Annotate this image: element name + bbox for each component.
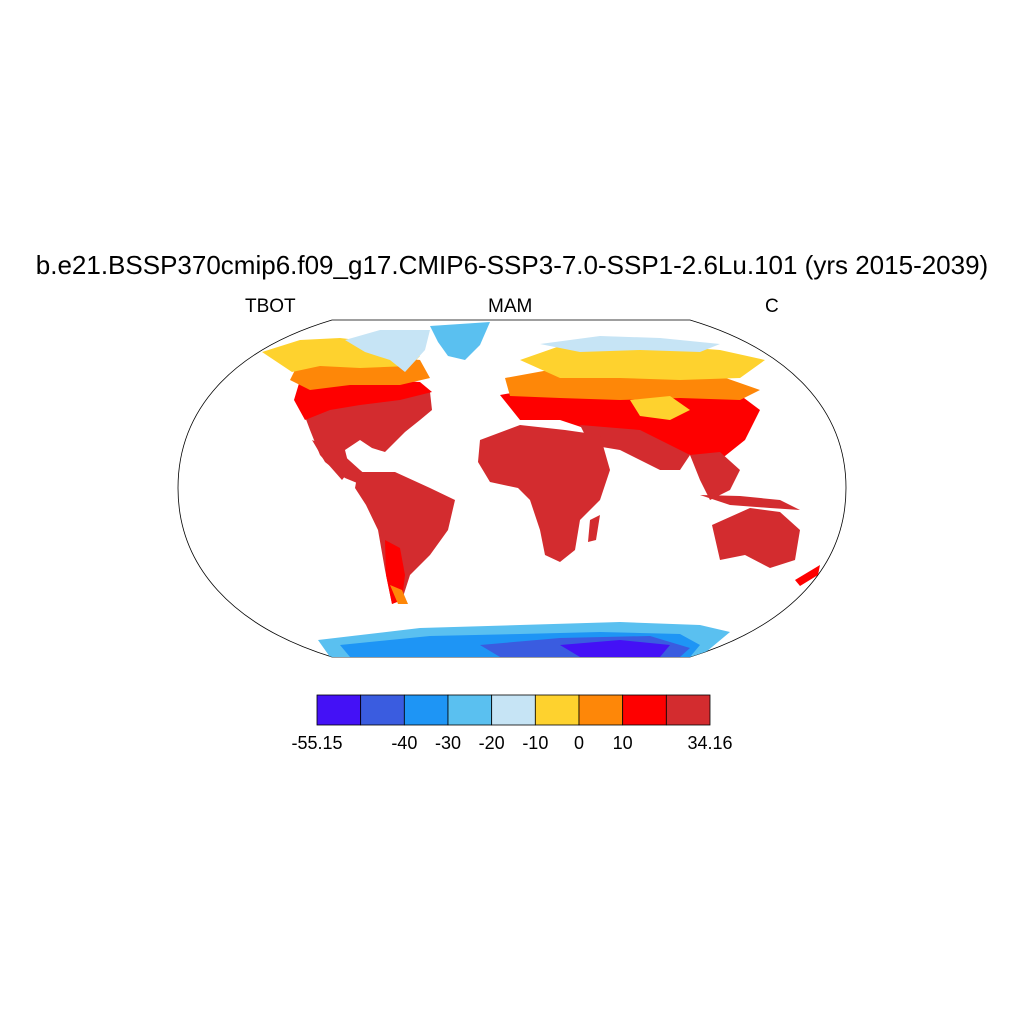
units-label: C (765, 296, 779, 317)
new-zealand (795, 565, 820, 586)
plot-title: b.e21.BSSP370cmip6.f09_g17.CMIP6-SSP3-7.… (35, 250, 989, 280)
colorbar-box (316, 694, 362, 726)
colorbar-box (622, 694, 667, 726)
antarctica-interior-3 (560, 640, 670, 657)
patagonia (390, 585, 408, 604)
southeast-asia (690, 452, 740, 500)
south-america (355, 472, 455, 604)
australia (712, 508, 800, 568)
colorbar-tick-label: 0 (574, 733, 584, 753)
colorbar-box (447, 694, 493, 726)
colorbar-tick-label: -30 (435, 733, 461, 753)
middle-east-india (580, 425, 690, 470)
temperature-field (262, 322, 820, 657)
eurasia-hot (500, 388, 760, 460)
colorbar-tick-label: 10 (613, 733, 633, 753)
colorbar-box (360, 694, 405, 726)
season-label: MAM (488, 296, 533, 317)
colorbar-tick-label: -20 (479, 733, 505, 753)
south-america-south (385, 540, 405, 604)
colorbar-box (403, 694, 449, 726)
arctic-russia (540, 336, 720, 352)
variable-label: TBOT (245, 296, 296, 317)
indonesia (700, 495, 800, 510)
colorbar-tick-label: -55.15 (291, 733, 342, 753)
colorbar-box (578, 694, 624, 726)
central-america (312, 440, 372, 485)
colorbar-tick-label: -10 (522, 733, 548, 753)
colorbar-box (665, 694, 711, 726)
canada-arctic (345, 330, 430, 372)
tibet (630, 396, 690, 420)
greenland (430, 322, 490, 360)
colorbar-box (534, 694, 580, 726)
north-america-hot (294, 378, 432, 420)
colorbar-box (491, 694, 536, 726)
colorbar-tick-label: -40 (391, 733, 417, 753)
colorbar-tick-label: 34.16 (687, 733, 732, 753)
africa (478, 425, 610, 562)
siberia (520, 344, 765, 380)
madagascar (588, 515, 600, 542)
